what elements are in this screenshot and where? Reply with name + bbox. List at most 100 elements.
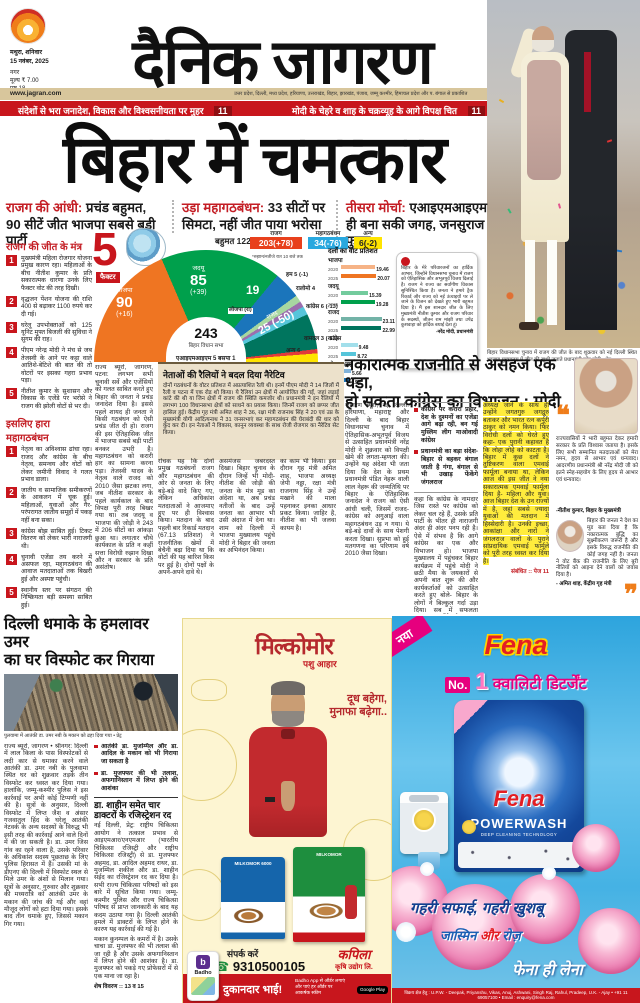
open-quote-icon: ❝ (556, 401, 570, 430)
alliance-result: राजग 203(+78) (250, 229, 302, 249)
rose-flower (578, 908, 640, 974)
assembly-name: बिहार विधान सभा (188, 343, 224, 349)
rail-point: 4 चुनावी एजेंडा तय करने में असफल रहा, महा… (6, 553, 92, 584)
alliance-seats: 203(+78) (250, 237, 302, 249)
badho-app-name: Badho (194, 970, 212, 976)
alliance-seats: 6(-2) (354, 237, 382, 249)
donut-sub-parties: एआइएमआइएम 5 बसपा 1 (176, 356, 236, 362)
doodle (183, 729, 237, 801)
washing-machine (400, 792, 448, 854)
vote-percent-title: दलों का वोट प्रतिशत (328, 248, 378, 255)
jasmine-flower (542, 866, 556, 880)
quotes-column: ❝ राज्यवासियों ने भारी बहुमत देकर हमारी … (556, 356, 638, 614)
donut-center-label: 243 बिहार विधान सभा (166, 317, 246, 362)
rail-point: 5 नीतीश कुमार के सुशासन और विकास के एजेंड… (6, 388, 92, 410)
fena-line2c: रोज़ (502, 928, 521, 943)
machine-medal-icon (412, 808, 436, 832)
edition-city: मथुरा, शनिवार (10, 49, 43, 56)
fena-line3: फेना ही लेना (512, 962, 583, 979)
delhi-col2b: मकान कुनम्पल के कमरों में है। उसके चाचा … (94, 935, 178, 980)
vote-percent-value: 8.72 (357, 354, 368, 360)
confetti-piece (616, 249, 623, 253)
vote-percent-year: 2020 (328, 267, 339, 272)
masthead-title: दैनिक जागरण (132, 28, 433, 97)
donut-callout-label: हम 5 (-1) (286, 272, 309, 278)
vote-percent-bar (341, 299, 375, 305)
edition-date: 15 नवंबर, 2025 (10, 58, 49, 65)
fena-contact-strip: विक्रय क्षेत्र हेतु : U.P.W. - Deepak, P… (392, 987, 640, 1003)
milkomor-tagline: दूध बहेगा, मुनाफा बढ़ेगा.. (311, 693, 387, 719)
claim-rest: क्वालिटी डिटर्जेंट (492, 676, 587, 693)
vote-percent-year: 2020 (328, 345, 339, 350)
delhi-col1: राज्य ब्यूरो, जागरण • श्रीनगर: दिल्ली मे… (4, 742, 88, 928)
rose-flower (572, 824, 620, 872)
vote-percent-year: 2025 (328, 276, 339, 281)
cow-art (231, 905, 275, 929)
subhead-nda: राजग की आंधी: प्रचंड बहुमत, 90 सीटें जीत… (6, 200, 164, 250)
vote-percent-year: 2025 (328, 328, 339, 333)
modi-story-col2-wrap: कांग्रेस पर करारा प्रहार, देश के दुश्मनो… (414, 402, 478, 614)
tagline-line2: मुनाफा बढ़ेगा.. (329, 706, 387, 719)
suit-figure (565, 30, 617, 330)
fena-line2a: जास्मिन (440, 928, 477, 943)
rail-point-number: 2 (6, 295, 17, 307)
kapila-brand: कपिला (337, 947, 371, 962)
vote-percent-value: 15.39 (369, 293, 382, 299)
modi-leg-left (525, 240, 535, 325)
modi-story-head1: नकारात्मक राजनीति से असहज एक धड़ा, (345, 356, 556, 393)
rail-point-number: 5 (6, 388, 17, 399)
pack-line: POWERWASH (470, 816, 568, 831)
modi-bullet-1: कांग्रेस पर करारा प्रहार, देश के दुश्मनो… (414, 406, 478, 444)
delhi-photo-caption: पुलवामा में आतंकी डा. उमर नबी के मकान को… (4, 732, 122, 739)
badho-strip: b Badho दुकानदार भाई! Badho App से ऑर्डर… (183, 951, 391, 1003)
milkomor-ad: मिल्कोमोर पशु आहार दूध बहेगा, मुनाफा बढ़… (182, 618, 392, 1003)
alliance-result: अन्य 6(-2) (354, 229, 382, 249)
modi-jacket (527, 60, 561, 180)
delhi-head2: का घर विस्फोट कर गिराया (4, 651, 155, 669)
vote-percent-bar-row: 2020 23.11 (328, 316, 396, 325)
rail-point-number: 3 (6, 321, 17, 333)
modi-story-pageref: संबंधित :: पेज 11 (510, 569, 549, 576)
namaste-hands (281, 781, 295, 811)
rail-point-number: 4 (6, 347, 17, 359)
narrative-box-title: नेताओं की रैलियों ने बदल दिया नैरेटिव (163, 370, 285, 380)
vote-percent-bar (341, 316, 382, 322)
fena-line2: जास्मिन और रोज़ (440, 926, 521, 944)
delhi-body: राज्य ब्यूरो, जागरण • श्रीनगर: दिल्ली मे… (4, 743, 178, 1003)
vote-percent-party: जदयू (328, 284, 339, 290)
claim-one: 1 (474, 668, 489, 695)
delhi-pageref: शेष विवरण :: 13 व 15 (94, 984, 144, 991)
edition-zone: नगर (10, 70, 20, 76)
main-story-col3: असमंजस जबरदस्त दिखा। बिहार चुनाव के दौरा… (219, 458, 275, 555)
red-tie (584, 52, 591, 112)
modi-story-col2: कहा कि कांग्रेस के नामदार जिस रास्ते पर … (414, 495, 478, 614)
rail-point-number: 5 (6, 586, 17, 598)
vote-percent-bar-row: 2020 9.48 (328, 342, 396, 351)
vote-percent-year: 2020 (328, 319, 339, 324)
rail-lose-title: इसलिए हारा महागठबंधन (6, 419, 50, 445)
claim-no: No. (445, 677, 471, 693)
main-story-col2: रोचक यह कि दोनों प्रमुख गठबंधनों राजग और… (158, 458, 214, 577)
alliance-results: राजग 203(+78) महागठबंधन 34(-76) अन्य 6(-2) (250, 229, 482, 249)
milk-phone: ☎ 9310500105 (213, 959, 305, 975)
modi-story-bullets: कांग्रेस पर करारा प्रहार, देश के दुश्मनो… (414, 402, 478, 493)
fena-ad: नया Fena No. 1 क्वालिटी डिटर्जेंट Fena P… (392, 616, 640, 1003)
amit-shah-photo (556, 520, 584, 552)
vote-percent-value: 19.46 (376, 267, 389, 273)
vote-percent-bar (341, 290, 369, 296)
hm-quote-sig: - अमित शाह, केंद्रीय गृह मंत्री (556, 580, 612, 587)
vote-percent-bar (341, 273, 377, 279)
rail-point-number: 2 (6, 487, 17, 498)
modi-story-col3-wrap: अध्यक्ष जाने के साथ ही उन्होंने जगतगुरु … (483, 402, 549, 614)
rail-point: 1 नेतृत्व का अविश्वास ढांचा रहा। राजद और … (6, 446, 92, 483)
vote-percent-party: भाजपा (328, 258, 343, 264)
rail-point: 3 कांग्रेस बोझ साबित हुई। टिकट वितरण को ल… (6, 527, 92, 550)
vote-percent-value: 4.98 (350, 380, 361, 386)
vote-percent-bar (341, 351, 357, 357)
rail-win-list: 1 मुख्यमंत्री महिला रोजगार योजना प्रमुख क… (6, 255, 92, 410)
vote-percent-rows: भाजपा 2020 19.46 2025 20.07 जदयू 2020 15.39 2025… (328, 256, 396, 386)
milkomor-brand-sub: पशु आहार (303, 659, 337, 669)
main-headline: बिहार में चमत्कार (62, 122, 447, 196)
narrative-box: नेताओं की रैलियों ने बदल दिया नैरेटिव दो… (158, 362, 344, 460)
rail-point-number: 1 (6, 255, 17, 266)
